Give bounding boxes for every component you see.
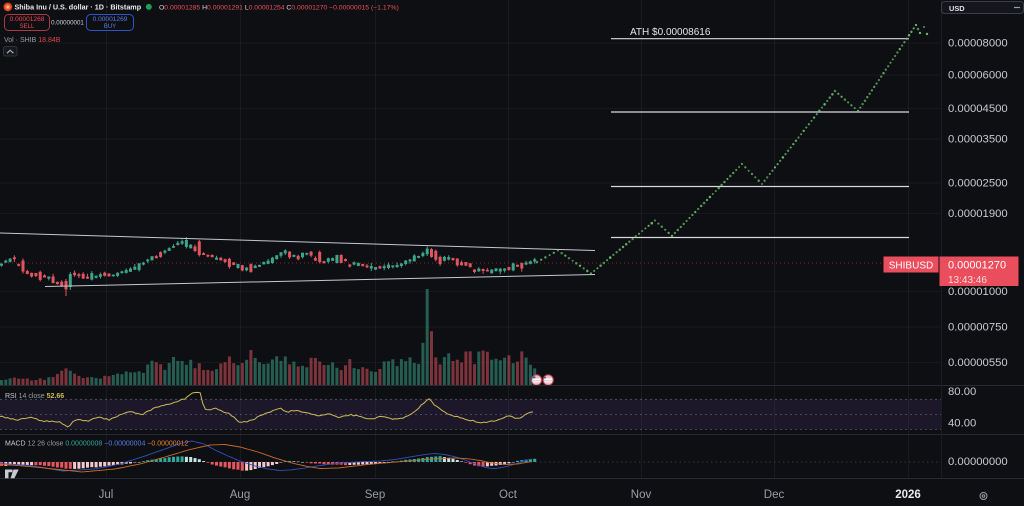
svg-text:0.00001000: 0.00001000 xyxy=(948,286,1008,298)
svg-text:0.00001268: 0.00001268 xyxy=(10,16,45,23)
svg-text:SELL: SELL xyxy=(20,24,35,30)
svg-text:0.00002500: 0.00002500 xyxy=(948,178,1008,190)
svg-text:0.00000750: 0.00000750 xyxy=(948,322,1008,334)
svg-text:Nov: Nov xyxy=(631,489,652,501)
svg-text:0.00001270: 0.00001270 xyxy=(948,260,1006,272)
svg-text:RSI 14 close 52.66: RSI 14 close 52.66 xyxy=(5,393,64,400)
svg-text:2026: 2026 xyxy=(895,489,921,501)
svg-text:Aug: Aug xyxy=(230,489,250,501)
svg-text:0.00003500: 0.00003500 xyxy=(948,134,1008,146)
svg-text:ATH $0.00008616: ATH $0.00008616 xyxy=(630,27,711,38)
svg-text:Vol · SHIB 18.84B: Vol · SHIB 18.84B xyxy=(4,37,61,44)
svg-text:0.00000550: 0.00000550 xyxy=(948,357,1008,369)
svg-text:40.00: 40.00 xyxy=(948,417,976,429)
svg-text:0.00000000: 0.00000000 xyxy=(948,456,1008,468)
svg-text:0.00008000: 0.00008000 xyxy=(948,38,1008,50)
svg-text:0.00006000: 0.00006000 xyxy=(948,70,1008,82)
svg-text:0.00001269: 0.00001269 xyxy=(93,16,128,23)
svg-text:0.00004500: 0.00004500 xyxy=(948,103,1008,115)
svg-text:MACD 12 26 close 0.00000008 −: MACD 12 26 close 0.00000008 −0.00000004 … xyxy=(5,441,188,448)
svg-text:Jul: Jul xyxy=(99,489,114,501)
svg-text:Sep: Sep xyxy=(365,489,385,501)
svg-text:Oct: Oct xyxy=(499,489,518,501)
svg-text:USD: USD xyxy=(949,4,965,13)
svg-text:BUY: BUY xyxy=(104,24,116,30)
svg-text:SHIBUSD: SHIBUSD xyxy=(889,261,933,272)
svg-text:0.00001900: 0.00001900 xyxy=(948,208,1008,220)
svg-text:0.00000001: 0.00000001 xyxy=(51,20,84,27)
svg-text:Shiba Inu / U.S. dollar · 1D ·: Shiba Inu / U.S. dollar · 1D · Bitstamp xyxy=(15,3,142,12)
svg-text:O0.00001285 H0.00001291 L0.000: O0.00001285 H0.00001291 L0.00001254 C0.0… xyxy=(159,5,399,12)
svg-text:Dec: Dec xyxy=(764,489,785,501)
svg-text:13:43:46: 13:43:46 xyxy=(948,275,987,286)
svg-text:80.00: 80.00 xyxy=(948,386,976,398)
